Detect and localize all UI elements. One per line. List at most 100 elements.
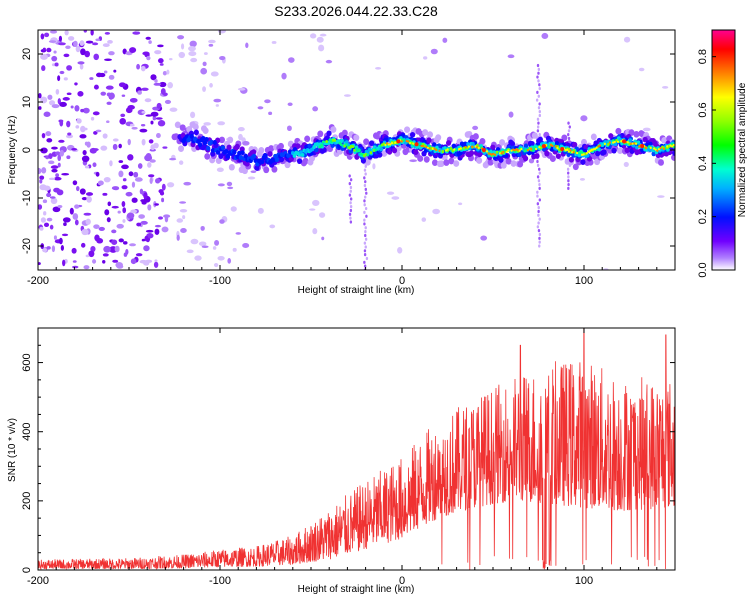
streak-blob <box>567 175 570 179</box>
ridge-blob <box>672 150 675 156</box>
ridge-blob <box>391 147 398 154</box>
noise-blob <box>111 205 119 209</box>
ridge-blob <box>394 141 397 144</box>
noise-blob <box>180 228 187 233</box>
streak-blob <box>538 86 541 91</box>
noise-blob <box>201 245 209 249</box>
noise-blob <box>423 56 428 60</box>
ridge-blob <box>568 156 575 163</box>
noise-blob <box>161 226 169 233</box>
noise-blob <box>343 94 351 97</box>
ridge-blob <box>526 149 530 152</box>
ridge-blob <box>597 147 601 152</box>
ridge-blob <box>556 146 559 150</box>
ridge-blob <box>502 150 505 153</box>
colorbar: 0.0 0.2 0.4 0.6 0.8 Normalized spectral ampl… <box>697 29 748 278</box>
noise-blob <box>219 219 225 224</box>
streak-blob <box>536 129 540 133</box>
ridge-blob <box>423 156 430 163</box>
ridge-blob <box>212 140 217 145</box>
noise-blob <box>42 47 46 51</box>
noise-blob <box>430 48 438 55</box>
streak-blob <box>538 171 541 175</box>
streak-blob <box>349 205 353 209</box>
noise-blob <box>109 160 113 167</box>
noise-blob <box>508 111 514 118</box>
noise-blob <box>138 214 145 219</box>
ridge-blob <box>326 130 332 137</box>
streak-blob <box>536 90 539 94</box>
ridge-blob <box>193 129 199 136</box>
ridge-blob <box>606 142 610 146</box>
noise-blob <box>106 101 112 105</box>
noise-blob <box>148 139 154 144</box>
ridge-blob <box>341 129 348 137</box>
noise-blob <box>42 247 48 253</box>
noise-blob <box>121 200 126 208</box>
noise-blob <box>386 191 395 195</box>
noise-blob <box>212 246 217 250</box>
streak-blob <box>349 201 352 205</box>
streak-blob <box>365 214 368 218</box>
noise-blob <box>77 91 84 97</box>
noise-blob <box>102 192 108 196</box>
ridge-blob <box>271 157 276 163</box>
streak-blob <box>349 197 353 201</box>
noise-blob <box>82 149 87 156</box>
ridge-blob <box>178 145 185 152</box>
streak-blob <box>364 245 367 249</box>
snr-panel: -200 -100 0 100 0 200 400 600 Height of straigh… <box>7 327 676 595</box>
ridge-blob <box>412 142 415 145</box>
noise-blob <box>245 42 249 49</box>
noise-blob <box>102 253 109 257</box>
streak-blob <box>364 164 367 168</box>
noise-blob <box>264 99 271 104</box>
colorbar-tick-label: 0.8 <box>697 49 709 64</box>
ridge-blob <box>321 147 327 153</box>
noise-blob <box>141 87 149 91</box>
noise-blob <box>579 177 586 181</box>
ridge-blob <box>535 147 538 151</box>
ridge-blob <box>258 147 265 154</box>
ridge-blob <box>530 147 533 151</box>
ridge-blob <box>426 137 432 144</box>
streak-blob <box>364 180 367 184</box>
ridge-blob <box>487 158 494 166</box>
noise-blob <box>118 170 124 178</box>
ridge-blob <box>581 138 587 146</box>
noise-blob <box>104 209 110 216</box>
noise-blob <box>66 65 73 71</box>
ridge-blob <box>320 143 324 147</box>
noise-blob <box>153 261 159 268</box>
noise-blob <box>215 104 219 107</box>
ridge-blob <box>551 144 554 148</box>
noise-blob <box>40 217 46 223</box>
streak-blob <box>363 253 367 257</box>
ridge-blob <box>385 142 389 145</box>
ridge-blob <box>220 145 226 151</box>
noise-blob <box>66 120 71 128</box>
ridge-blob <box>353 134 360 141</box>
noise-blob <box>122 178 127 182</box>
ridge-blob <box>630 142 633 145</box>
ridge-blob <box>295 143 301 150</box>
ridge-blob <box>433 147 436 150</box>
ridge-blob <box>595 150 601 157</box>
noise-blob <box>200 67 208 75</box>
noise-blob <box>227 257 232 264</box>
noise-blob <box>62 97 70 101</box>
noise-blob <box>213 262 219 268</box>
ridge-blob <box>243 153 249 159</box>
ridge-blob <box>330 126 337 133</box>
streak-blob <box>537 121 540 125</box>
noise-blob <box>103 70 108 74</box>
noise-blob <box>130 209 138 214</box>
ridge-blob <box>446 148 449 151</box>
noise-blob <box>95 129 102 133</box>
ridge-blob <box>572 163 579 171</box>
ridge-blob <box>592 148 595 151</box>
noise-blob <box>67 132 72 136</box>
ridge-blob <box>454 148 458 152</box>
noise-blob <box>421 217 427 222</box>
